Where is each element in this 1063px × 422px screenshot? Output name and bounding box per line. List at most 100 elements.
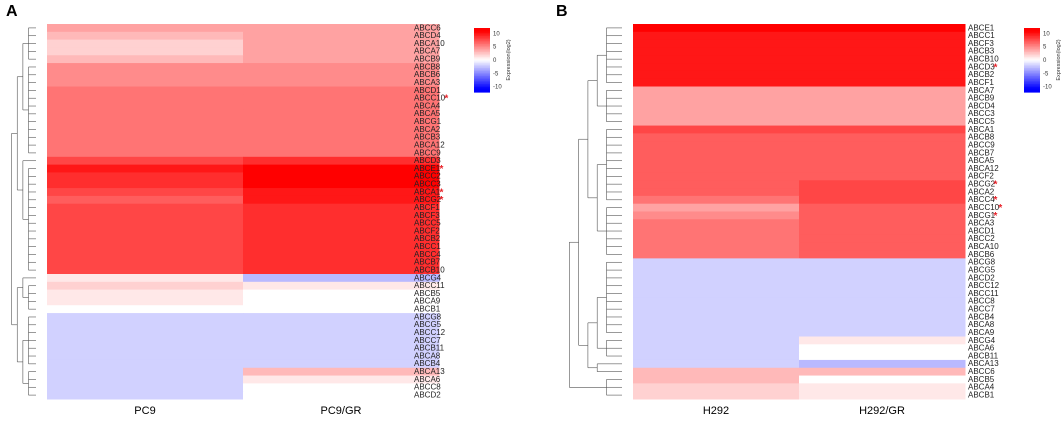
heatmap-cell — [47, 359, 244, 369]
row-label: ABCE1 — [968, 23, 995, 32]
heatmap-cell — [47, 266, 244, 275]
legend-tick: 0 — [1043, 58, 1047, 64]
row-label: ABCC5 — [414, 219, 441, 228]
significance-star: * — [994, 180, 998, 191]
heatmap-cell — [47, 180, 244, 189]
panel-A: AABCC6ABCD4ABCA10ABCA7ABCB9ABCB8ABCB6ABC… — [6, 3, 512, 417]
heatmap-cell — [633, 156, 800, 166]
row-label: ABCB8 — [968, 133, 995, 142]
heatmap-cell — [633, 344, 800, 353]
legend-swatch — [1024, 47, 1040, 50]
heatmap-cell — [633, 55, 800, 64]
row-label: ABCC6 — [414, 23, 441, 32]
heatmap-cell — [243, 305, 440, 314]
heatmap-cell — [633, 203, 800, 212]
row-label: ABCG4 — [968, 336, 996, 345]
row-label: ABCD3 — [968, 62, 995, 71]
legend-swatch — [474, 40, 490, 43]
significance-star: * — [440, 195, 444, 206]
row-label: ABCG1 — [414, 117, 442, 126]
heatmap-cell — [243, 211, 440, 220]
legend-title: Expression(log2) — [1056, 39, 1062, 80]
heatmap-cell — [633, 86, 800, 95]
heatmap-cell — [799, 391, 966, 400]
row-label: ABCC10 — [968, 203, 1000, 212]
heatmap-cell — [47, 31, 244, 41]
row-label: ABCG1 — [968, 211, 996, 220]
column-label: H292 — [703, 405, 729, 417]
row-label: ABCA8 — [968, 320, 995, 329]
heatmap-cell — [799, 156, 966, 166]
row-label: ABCB2 — [414, 234, 441, 243]
legend-swatch — [474, 29, 490, 32]
heatmap-cell — [633, 359, 800, 369]
legend-tick: 10 — [1043, 31, 1050, 37]
legend-tick: 10 — [493, 31, 500, 37]
row-label: ABCC7 — [968, 305, 995, 314]
heatmap-cell — [47, 274, 244, 283]
heatmap-cell — [799, 47, 966, 56]
heatmap-cell — [633, 133, 800, 142]
legend-swatch — [474, 44, 490, 47]
row-label: ABCC5 — [968, 117, 995, 126]
heatmap-cell — [633, 24, 800, 33]
heatmap-cell — [799, 328, 966, 337]
heatmap-cell — [633, 180, 800, 189]
legend-swatch — [1024, 71, 1040, 74]
heatmap-cell — [799, 320, 966, 330]
legend-swatch — [1024, 58, 1040, 61]
heatmap-cell — [243, 336, 440, 345]
row-label: ABCA6 — [414, 375, 441, 384]
legend-swatch — [474, 47, 490, 50]
significance-star: * — [998, 203, 1002, 214]
heatmap-cell — [47, 297, 244, 306]
heatmap-cell — [633, 320, 800, 330]
row-label: ABCG5 — [414, 320, 442, 329]
panel-B: BABCE1ABCC1ABCF3ABCB3ABCB10ABCD3*ABCB2AB… — [556, 3, 1062, 417]
column-label: PC9/GR — [321, 405, 362, 417]
heatmap-cell — [243, 156, 440, 166]
row-label: ABCC12 — [414, 328, 446, 337]
heatmap-cell — [47, 78, 244, 87]
heatmap-cell — [799, 227, 966, 236]
row-label: ABCB6 — [968, 250, 995, 259]
heatmap-cell — [47, 391, 244, 400]
row-label: ABCD1 — [414, 86, 441, 95]
heatmap-cell — [799, 274, 966, 283]
legend-swatch — [474, 48, 490, 51]
legend-swatch — [474, 53, 490, 56]
heatmap-cell — [799, 149, 966, 158]
legend-swatch — [474, 37, 490, 40]
heatmap-cell — [243, 250, 440, 259]
heatmap-cell — [243, 86, 440, 95]
heatmap-cell — [47, 219, 244, 228]
heatmap-cell — [47, 289, 244, 298]
legend-swatch — [1024, 76, 1040, 79]
heatmap-cell — [243, 188, 440, 197]
heatmap-cell — [243, 281, 440, 291]
heatmap-cell — [243, 172, 440, 181]
heatmap-cell — [799, 63, 966, 72]
heatmap-cell — [47, 328, 244, 337]
heatmap-cell — [799, 31, 966, 41]
row-label: ABCC9 — [414, 148, 441, 157]
heatmap-cell — [633, 305, 800, 314]
heatmap-cell — [47, 109, 244, 119]
heatmap-cell — [243, 141, 440, 150]
heatmap-cell — [633, 94, 800, 103]
heatmap-cell — [799, 86, 966, 95]
legend-swatch — [1024, 42, 1040, 45]
legend-swatch — [1024, 48, 1040, 51]
heatmap-cell — [633, 172, 800, 181]
heatmap-cell — [47, 336, 244, 345]
row-label: ABCC3 — [968, 109, 995, 118]
row-label: ABCA13 — [968, 359, 999, 368]
row-label: ABCF1 — [414, 203, 440, 212]
row-label: ABCA5 — [968, 156, 995, 165]
heatmap-cell — [633, 274, 800, 283]
heatmap-cell — [243, 102, 440, 111]
row-label: ABCA2 — [968, 187, 995, 196]
legend-tick: -5 — [493, 71, 499, 77]
heatmap-cell — [243, 63, 440, 72]
legend-swatch — [474, 36, 490, 39]
